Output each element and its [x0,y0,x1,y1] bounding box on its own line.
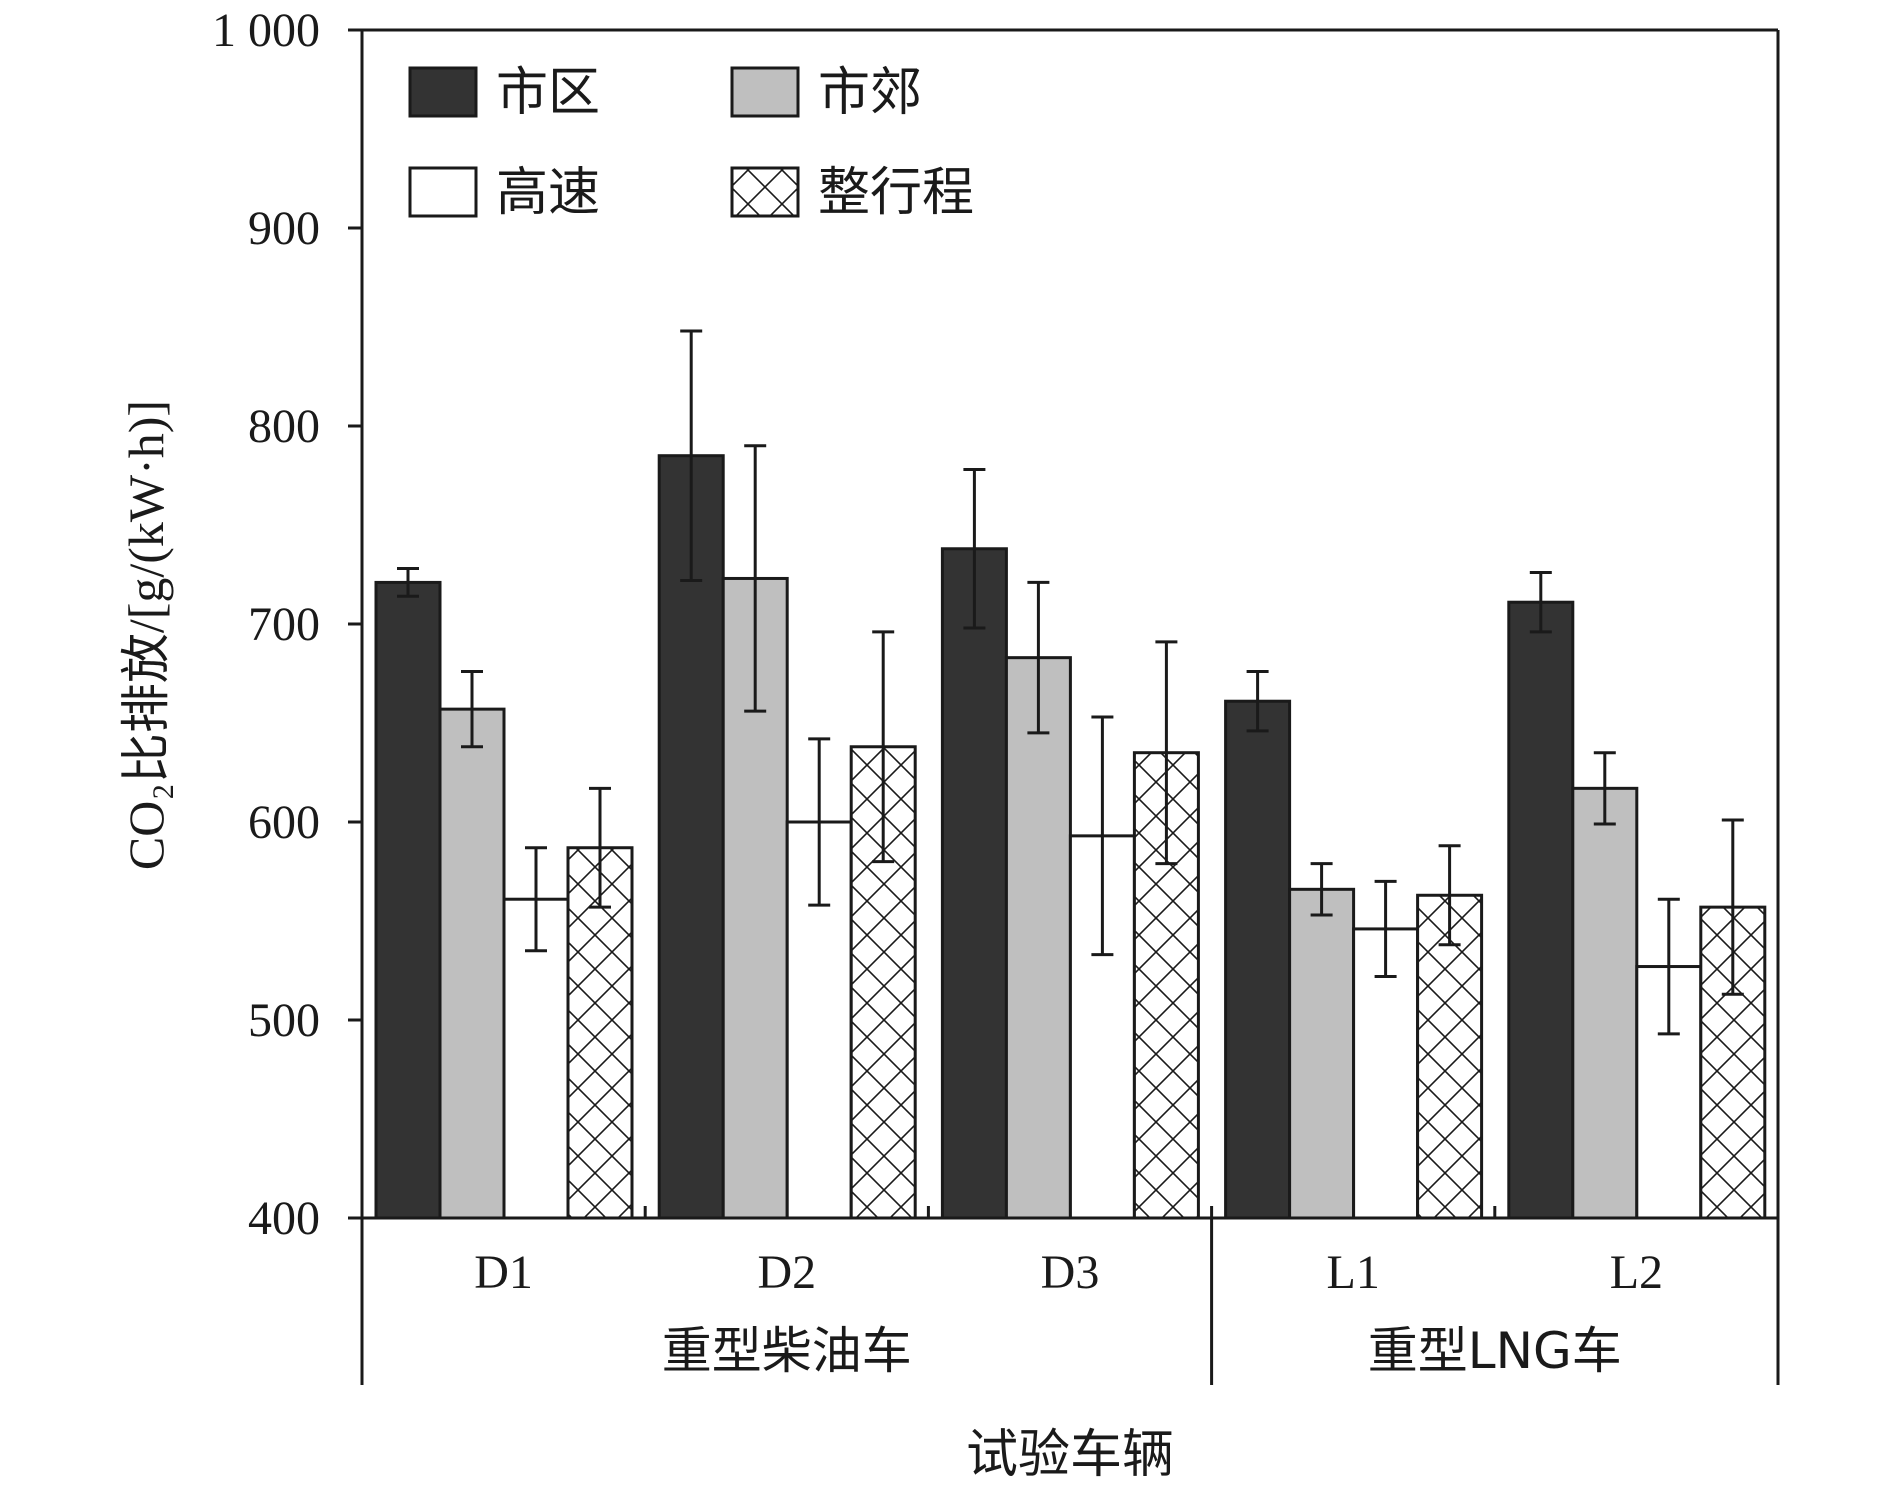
x-axis: D1 D2 D3 L1 L2 重型柴油车 重型LNG车 [474,1206,1663,1385]
error-bar-L2-2 [1593,751,1616,826]
bar-L1-1 [1224,699,1292,1220]
error-bar-D2-1 [680,329,703,582]
error-bar-D2-2 [744,444,767,713]
error-bar-L1-2 [1310,862,1333,917]
y-tick-label: 700 [248,598,320,651]
legend-swatch [408,66,478,118]
x-tick-label: D2 [757,1246,816,1299]
bar-L1-2 [1288,887,1356,1220]
bar-D1-1 [374,580,442,1220]
y-tick-label: 800 [248,400,320,453]
x-tick-label: L1 [1327,1246,1380,1299]
bars-layer [374,454,1767,1220]
bar-D1-2 [438,707,506,1220]
group-label: 重型柴油车 [662,1322,912,1380]
error-bar-L2-3 [1657,897,1680,1036]
x-tick-label: D3 [1041,1246,1100,1299]
y-tick-label: 400 [248,1192,320,1245]
group-label: 重型LNG车 [1368,1322,1622,1380]
y-tick-label: 600 [248,796,320,849]
error-bar-D1-3 [525,846,547,953]
legend-item-1: 市区 [408,63,600,123]
error-bar-D3-4 [1155,640,1178,866]
legend-swatch [730,66,800,118]
error-bar-D1-1 [397,567,419,598]
bar-D1-3 [502,897,570,1220]
error-bar-L2-4 [1721,818,1744,996]
x-tick-label: L2 [1610,1246,1663,1299]
x-axis-title: 试验车辆 [966,1425,1174,1485]
bar-L2-1 [1507,600,1575,1220]
error-bar-D3-2 [1027,580,1050,735]
error-bar-D2-3 [808,737,831,907]
y-tick-label: 1 000 [212,4,320,57]
error-bar-L1-4 [1438,844,1461,947]
legend-item-2: 市郊 [730,63,922,123]
bar-D1-4 [566,846,634,1220]
legend-label: 市区 [496,63,600,123]
error-bars-layer [397,329,1744,1036]
y-axis: 400 500 600 700 800 900 1 000 [212,4,362,1245]
legend-label: 市郊 [818,63,922,123]
error-bar-D3-3 [1091,715,1114,957]
bar-D3-1 [940,547,1008,1220]
legend-item-3: 高速 [408,163,600,223]
legend-swatch [730,166,800,218]
legend-label: 整行程 [818,163,974,223]
legend-item-4: 整行程 [730,163,974,223]
y-axis-title: CO₂比排放/[g/(kW·h)] [118,400,174,870]
bar-L2-2 [1571,786,1639,1220]
error-bar-D3-1 [963,468,986,630]
legend-swatch [408,166,478,218]
bar-D3-2 [1004,656,1072,1220]
error-bar-D1-4 [589,786,611,909]
legend-label: 高速 [496,163,600,223]
error-bar-L1-3 [1374,879,1397,978]
y-tick-label: 900 [248,202,320,255]
x-tick-label: D1 [474,1246,533,1299]
error-bar-D1-2 [461,670,483,749]
error-bar-L1-1 [1246,670,1269,733]
error-bar-L2-1 [1529,571,1552,634]
error-bar-D2-4 [872,630,895,864]
y-tick-label: 500 [248,994,320,1047]
